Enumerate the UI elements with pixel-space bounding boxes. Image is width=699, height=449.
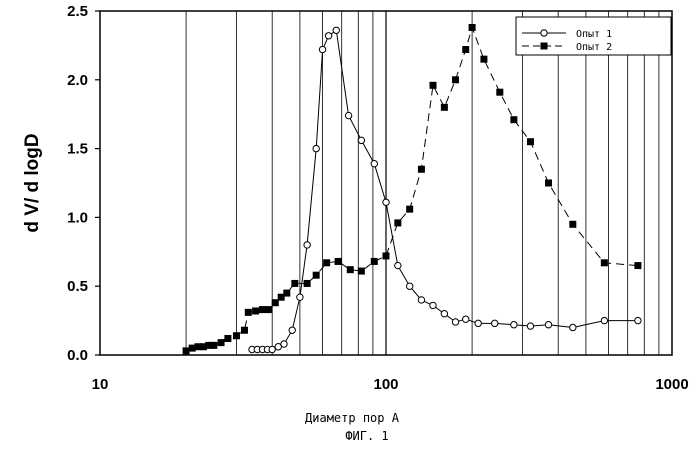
data-point-circle xyxy=(635,317,641,323)
data-point-circle xyxy=(527,323,533,329)
data-point-circle xyxy=(358,137,364,143)
data-point-square xyxy=(347,266,354,273)
data-point-square xyxy=(335,258,342,265)
legend-marker-series-2 xyxy=(541,43,548,50)
data-point-square xyxy=(245,309,252,316)
legend-label-series-2: Опыт 2 xyxy=(576,42,612,53)
data-point-square xyxy=(218,339,225,346)
data-point-square xyxy=(383,252,390,259)
data-point-square xyxy=(241,327,248,334)
data-point-square xyxy=(291,280,298,287)
data-point-square xyxy=(358,268,365,275)
y-tick-label: 2.0 xyxy=(67,72,88,89)
data-point-circle xyxy=(371,161,377,167)
data-point-square xyxy=(510,116,517,123)
y-axis-label: d V/ d logD xyxy=(22,133,43,232)
data-point-square xyxy=(634,262,641,269)
data-point-circle xyxy=(430,302,436,308)
data-point-square xyxy=(496,89,503,96)
data-point-circle xyxy=(383,199,389,205)
data-point-square xyxy=(259,306,266,313)
data-point-square xyxy=(462,46,469,53)
data-point-circle xyxy=(297,294,303,300)
data-point-circle xyxy=(511,322,517,328)
data-point-square xyxy=(323,259,330,266)
data-point-circle xyxy=(319,46,325,52)
data-point-circle xyxy=(313,145,319,151)
data-point-square xyxy=(313,272,320,279)
data-point-circle xyxy=(452,319,458,325)
series-1-line xyxy=(252,30,638,349)
data-point-square xyxy=(418,166,425,173)
y-tick-label: 0.5 xyxy=(67,278,88,295)
data-point-square xyxy=(430,82,437,89)
data-point-circle xyxy=(601,317,607,323)
data-point-square xyxy=(441,104,448,111)
series-2 xyxy=(183,24,642,354)
data-point-circle xyxy=(475,320,481,326)
data-point-circle xyxy=(441,311,447,317)
figure-caption: ФИГ. 1 xyxy=(345,429,388,443)
series-1 xyxy=(249,27,641,353)
data-point-circle xyxy=(304,242,310,248)
y-tick-label: 2.5 xyxy=(67,3,88,20)
data-point-square xyxy=(480,56,487,63)
y-tick-label: 1.5 xyxy=(67,141,88,158)
x-tick-label: 1000 xyxy=(655,376,688,393)
data-point-circle xyxy=(492,320,498,326)
x-axis-label: Диаметр пор А xyxy=(305,411,400,425)
data-point-square xyxy=(183,347,190,354)
data-point-circle xyxy=(570,324,576,330)
data-point-square xyxy=(252,307,259,314)
legend-marker-series-1 xyxy=(541,30,547,36)
data-point-square xyxy=(406,206,413,213)
data-point-circle xyxy=(269,346,275,352)
data-point-square xyxy=(283,290,290,297)
data-point-circle xyxy=(545,322,551,328)
data-point-square xyxy=(569,221,576,228)
legend-label-series-1: Опыт 1 xyxy=(576,29,612,40)
data-point-square xyxy=(601,259,608,266)
data-point-square xyxy=(233,332,240,339)
data-point-square xyxy=(304,280,311,287)
data-point-square xyxy=(452,76,459,83)
data-point-square xyxy=(371,258,378,265)
data-point-square xyxy=(545,180,552,187)
x-tick-label: 100 xyxy=(373,376,398,393)
y-tick-label: 0.0 xyxy=(67,347,88,364)
data-point-square xyxy=(527,138,534,145)
x-tick-label: 10 xyxy=(92,376,109,393)
data-point-square xyxy=(266,306,273,313)
data-point-circle xyxy=(333,27,339,33)
data-point-circle xyxy=(395,262,401,268)
data-point-circle xyxy=(289,327,295,333)
data-point-square xyxy=(224,335,231,342)
data-point-square xyxy=(469,24,476,31)
data-point-square xyxy=(394,219,401,226)
data-point-circle xyxy=(325,33,331,39)
data-point-circle xyxy=(418,297,424,303)
data-point-circle xyxy=(345,112,351,118)
axis-labels: 0.0 0.5 1.0 1.5 2.0 2.5 10 100 1000 xyxy=(67,3,689,393)
data-point-circle xyxy=(281,341,287,347)
data-point-circle xyxy=(406,283,412,289)
data-point-circle xyxy=(463,316,469,322)
data-point-square xyxy=(210,342,217,349)
series-layer xyxy=(183,24,642,354)
y-tick-label: 1.0 xyxy=(67,209,88,226)
series-2-line xyxy=(186,28,638,351)
legend: Опыт 1 Опыт 2 xyxy=(516,17,671,55)
